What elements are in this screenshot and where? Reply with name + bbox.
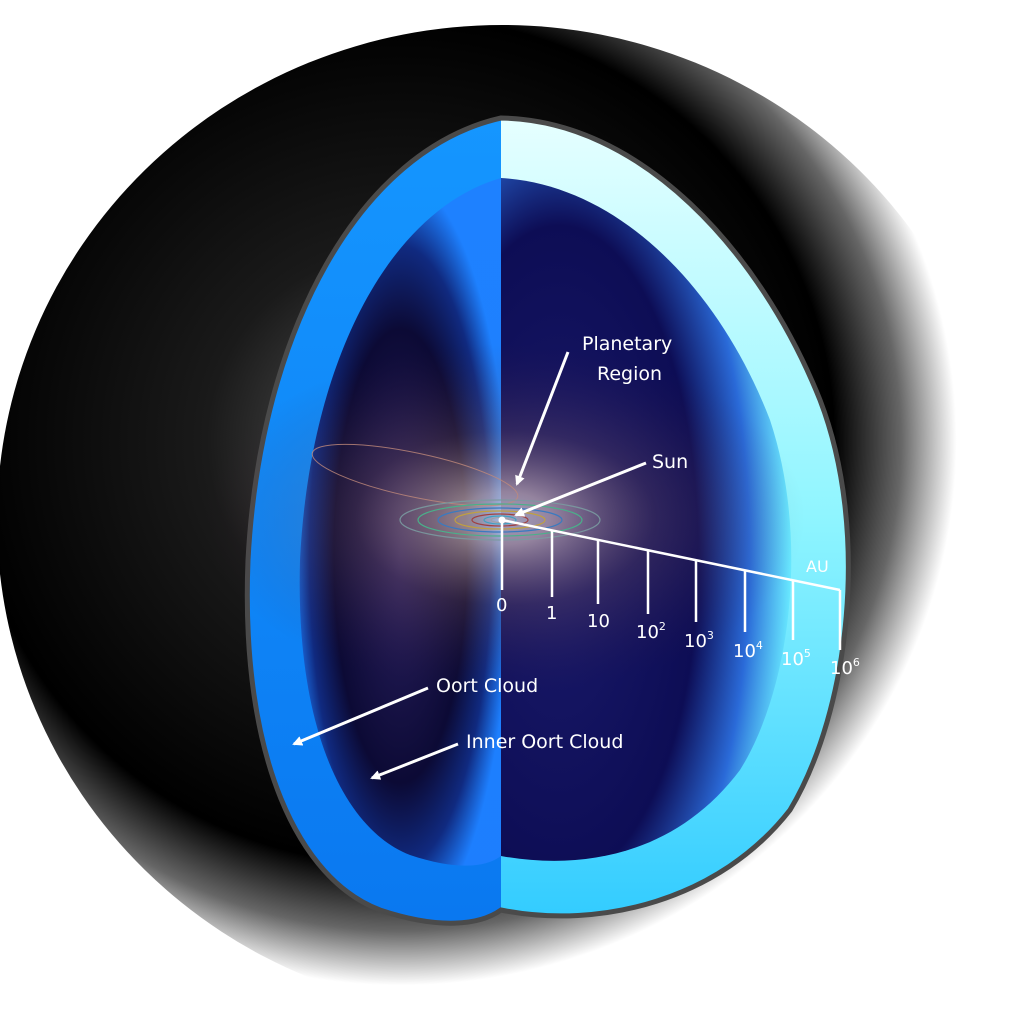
tick-label-2: 10 <box>587 611 610 632</box>
inner-oort-cloud-label: Inner Oort Cloud <box>466 731 623 753</box>
tick-label-6: 105 <box>781 647 811 670</box>
scale-axis <box>501 518 841 592</box>
planetary-region-arrow <box>515 351 570 486</box>
inner-oort-cloud-arrow <box>370 742 459 780</box>
tick-label-3: 102 <box>636 620 666 643</box>
tick-label-0: 0 <box>496 595 507 616</box>
oort-cloud-arrow <box>292 686 429 746</box>
oort-cloud-label: Oort Cloud <box>436 675 538 697</box>
planetary-region <box>205 343 805 693</box>
distance-scale <box>500 518 842 650</box>
tick-label-7: 106 <box>830 656 860 679</box>
tick-label-1: 1 <box>546 603 557 624</box>
sun-label: Sun <box>652 451 688 473</box>
planetary-region-label-line1: Planetary <box>582 333 672 355</box>
unit-label: AU <box>806 557 829 576</box>
tick-label-5: 104 <box>733 639 763 662</box>
tick-label-4: 103 <box>684 629 714 652</box>
sun-arrow <box>514 461 647 517</box>
planetary-region-label-line2: Region <box>597 363 662 385</box>
